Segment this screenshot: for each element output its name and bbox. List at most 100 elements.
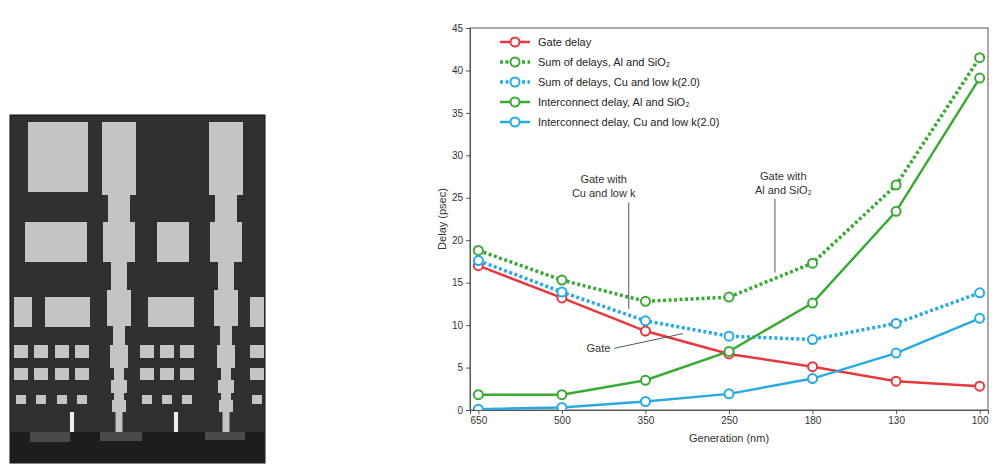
annotation: Gate with Al and SiO₂: [755, 170, 812, 196]
series-marker: [975, 382, 984, 391]
series-marker: [641, 316, 650, 325]
image-wire: [180, 368, 194, 380]
y-tick-label: 40: [452, 65, 464, 76]
y-tick: 30: [452, 150, 470, 161]
image-contact: [70, 412, 74, 432]
y-tick: 10: [452, 320, 470, 331]
x-tick-mark: [562, 410, 563, 414]
x-tick-mark: [478, 410, 479, 414]
series-line: [478, 261, 979, 340]
image-via: [210, 222, 242, 262]
legend-label: Sum of delays, Al and SiO₂: [538, 56, 670, 68]
annotation-line: Gate with: [760, 170, 806, 182]
series-marker: [808, 259, 817, 268]
image-wire: [180, 345, 194, 358]
image-via: [217, 345, 235, 368]
image-wire: [75, 368, 89, 380]
image-via: [221, 368, 231, 380]
legend-marker: [511, 98, 520, 107]
series-marker: [474, 405, 483, 410]
series-marker: [641, 397, 650, 406]
annotation-leader: [614, 334, 683, 349]
x-axis: 650500350250180130100: [471, 410, 989, 426]
image-wire: [140, 345, 154, 358]
image-wire: [162, 395, 172, 404]
y-tick-mark: [466, 113, 470, 114]
y-tick: 35: [452, 108, 470, 119]
image-via: [221, 393, 231, 400]
y-tick: 25: [452, 192, 470, 203]
image-via: [218, 380, 234, 393]
x-tick: 180: [805, 410, 822, 426]
legend-label: Sum of delays, Cu and low k(2.0): [538, 76, 700, 88]
y-tick-label: 5: [457, 362, 463, 373]
image-wire: [75, 345, 89, 358]
y-tick: 0: [457, 405, 470, 416]
image-via: [116, 412, 123, 432]
y-tick-mark: [466, 410, 470, 411]
image-wire: [140, 368, 154, 380]
y-tick-label: 25: [452, 192, 464, 203]
y-tick: 15: [452, 277, 470, 288]
image-wire: [57, 395, 67, 404]
series-marker: [808, 335, 817, 344]
series-marker: [474, 256, 483, 265]
series-marker: [725, 332, 734, 341]
x-tick-label: 500: [554, 415, 571, 426]
y-axis-line: [466, 29, 471, 411]
legend-marker: [511, 38, 520, 47]
image-wire: [36, 395, 46, 404]
x-tick-mark: [980, 410, 981, 414]
annotations: Gate withCu and low k Gate with Al and SiO…: [572, 170, 812, 354]
series-marker: [975, 53, 984, 62]
image-wire: [34, 345, 48, 358]
image-via: [215, 195, 237, 222]
series-marker: [975, 74, 984, 83]
series-line: [478, 78, 979, 395]
series-marker: [892, 207, 901, 216]
image-wire: [252, 395, 262, 404]
image-via: [107, 290, 131, 326]
y-tick-label: 20: [452, 235, 464, 246]
y-tick-mark: [466, 198, 470, 199]
y-tick-mark: [466, 28, 470, 29]
x-tick: 650: [471, 410, 488, 426]
image-wire: [25, 222, 87, 262]
y-tick: 40: [452, 65, 470, 76]
image-wire: [45, 297, 90, 327]
annotation: Gate withCu and low k: [572, 173, 636, 199]
y-tick-label: 15: [452, 277, 464, 288]
x-tick-label: 130: [888, 415, 905, 426]
y-tick-mark: [466, 240, 470, 241]
plot-frame: [470, 28, 988, 410]
image-via: [114, 368, 124, 380]
series-marker: [892, 319, 901, 328]
y-tick-label: 30: [452, 150, 464, 161]
series-line: [478, 266, 979, 387]
image-wire: [55, 345, 69, 358]
series-marker: [892, 181, 901, 190]
series-marker: [557, 276, 566, 285]
image-via: [223, 412, 230, 432]
series-marker: [892, 349, 901, 358]
chart-canvas: 051015202530354045650500350250180130100D…: [0, 0, 1002, 468]
y-tick-mark: [466, 325, 470, 326]
series-marker: [725, 293, 734, 302]
cross-section-image: [10, 115, 265, 463]
y-tick-mark: [466, 368, 470, 369]
image-via: [112, 400, 126, 412]
image-via: [214, 290, 238, 326]
image-via: [219, 400, 233, 412]
legend-item: Sum of delays, Al and SiO₂: [500, 56, 670, 68]
image-wire: [142, 395, 152, 404]
annotation: Gate: [587, 342, 611, 354]
image-via: [111, 262, 127, 290]
annotation-line: Al and SiO₂: [755, 184, 812, 196]
series-line: [478, 58, 979, 302]
annotation-line: Gate: [587, 342, 611, 354]
image-wire: [34, 368, 48, 380]
image-diffusion: [205, 432, 245, 440]
annotation-leader: [774, 199, 775, 273]
annotation-line: Cu and low k: [572, 187, 636, 199]
x-tick-label: 250: [721, 415, 738, 426]
